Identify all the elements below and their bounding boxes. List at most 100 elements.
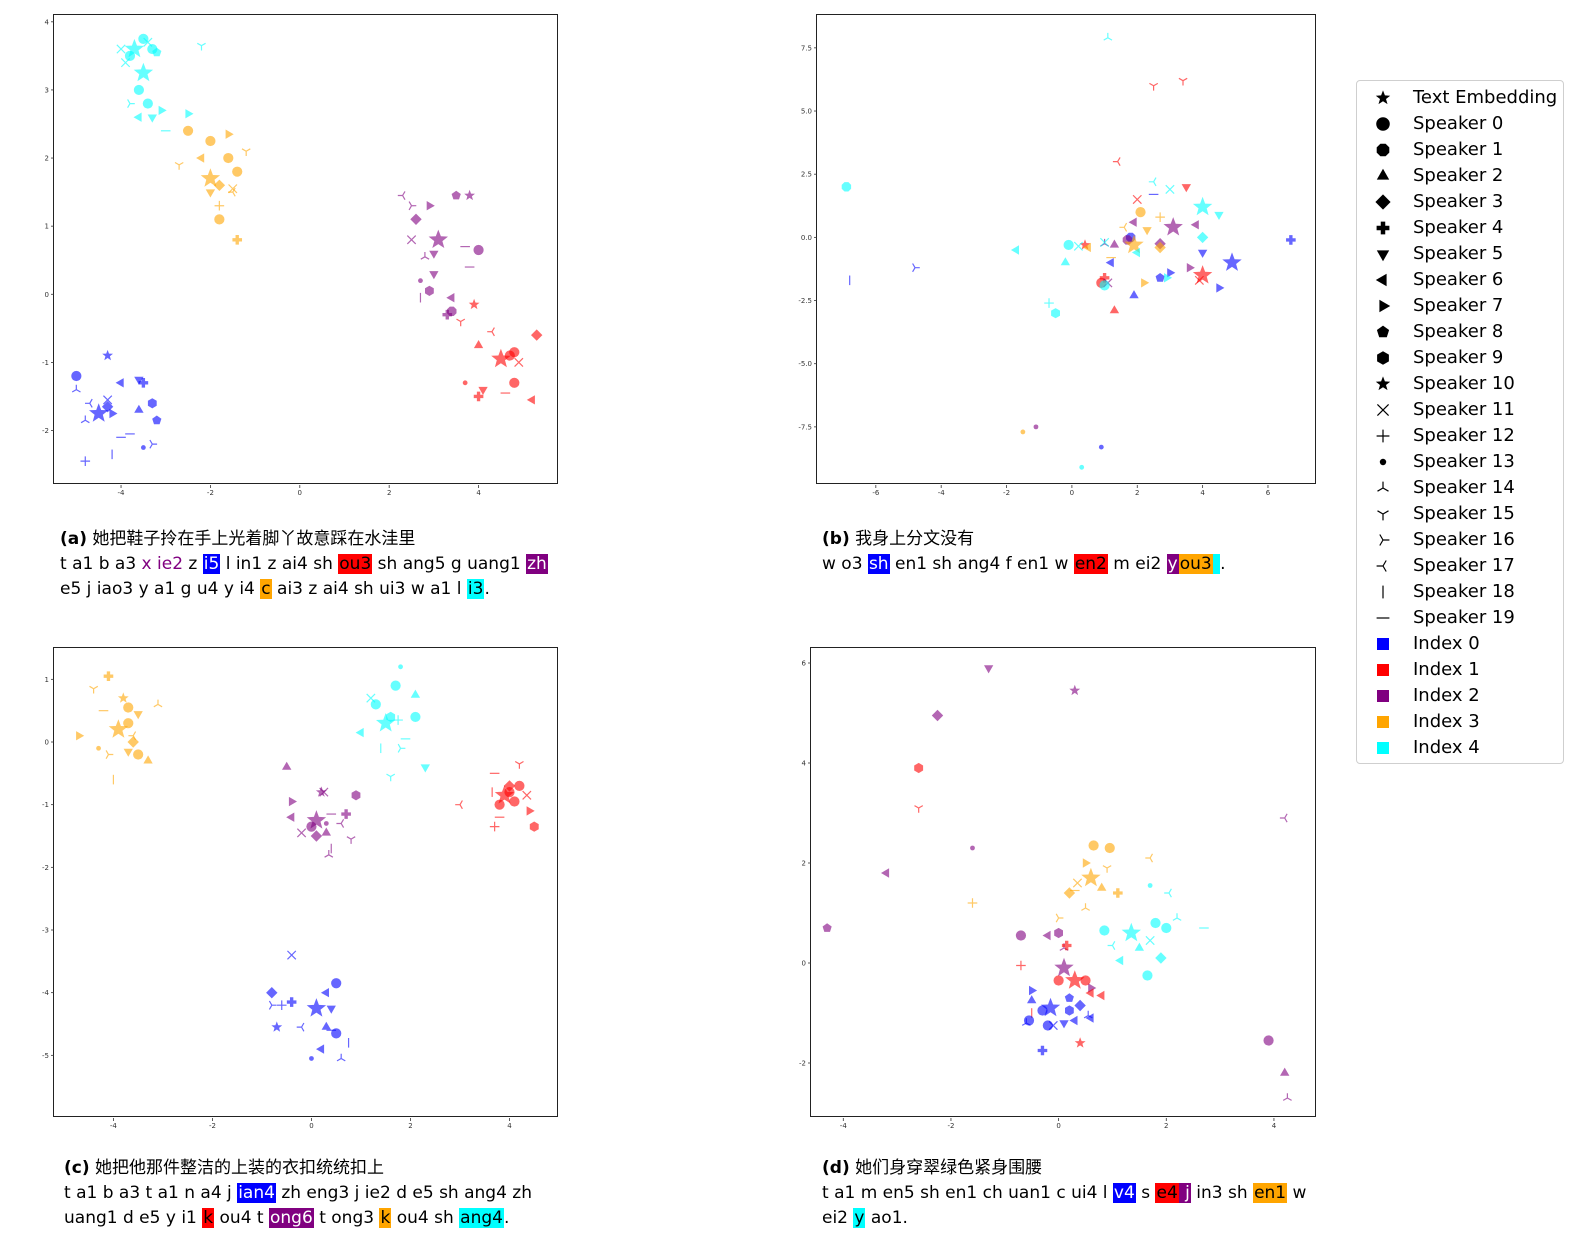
point-index-4-tri-left bbox=[127, 99, 135, 108]
point-index-3-circle bbox=[1104, 842, 1115, 854]
caption-sentence: 她把他那件整洁的上装的衣扣统统扣上 bbox=[89, 1158, 385, 1178]
legend-marker-hexagon-icon bbox=[1377, 351, 1389, 365]
point-index-0-tri-down bbox=[80, 415, 90, 424]
point-index-0-triangle-right bbox=[1216, 283, 1225, 293]
point-index-3-triangle-down bbox=[133, 711, 143, 720]
point-index-3-triangle-right bbox=[76, 731, 85, 741]
caption-sentence: 我身上分文没有 bbox=[849, 529, 975, 549]
phoneme-line: ei2 y ao1. bbox=[822, 1206, 1342, 1231]
legend-item: Speaker 11 bbox=[1357, 397, 1563, 423]
legend-marker-triangle-left-icon bbox=[1375, 273, 1387, 287]
legend-label: Index 3 bbox=[1413, 711, 1480, 732]
y-tick-label: -2 bbox=[42, 427, 49, 435]
point-index-4-triangle-right bbox=[158, 105, 167, 115]
point-index-4-tri-right bbox=[1107, 941, 1116, 950]
point-index-3-small-star bbox=[117, 692, 129, 703]
legend-label: Speaker 14 bbox=[1413, 477, 1515, 498]
legend-marker-square-icon bbox=[1377, 716, 1389, 728]
point-index-4-tri-up bbox=[386, 773, 396, 782]
point-index-1-plus bbox=[1016, 960, 1026, 971]
y-tick-label: -2.5 bbox=[798, 297, 812, 305]
point-index-3-tri-left bbox=[105, 750, 114, 759]
point-index-0-point bbox=[1098, 444, 1104, 450]
point-index-2-triangle-down bbox=[429, 250, 439, 259]
point-index-0-tri-down bbox=[1083, 1010, 1093, 1019]
legend-item: Speaker 16 bbox=[1357, 527, 1563, 553]
point-index-0-diamond bbox=[266, 987, 278, 999]
legend-marker-star-icon bbox=[1375, 90, 1391, 105]
point-index-0-triangle-down bbox=[134, 376, 144, 385]
legend-marker-square-icon bbox=[1377, 742, 1389, 754]
point-index-3-circle bbox=[123, 718, 134, 729]
point-index-4-diamond bbox=[1196, 231, 1209, 244]
legend-marker-triangle-right-icon bbox=[1379, 299, 1391, 313]
point-index-1-circle bbox=[1080, 975, 1091, 986]
point-index-0-star bbox=[1040, 997, 1061, 1017]
point-index-2-triangle-up bbox=[282, 761, 292, 770]
point-index-3-circle bbox=[1135, 206, 1146, 218]
point-index-4-circle bbox=[138, 33, 149, 44]
caption-d: (d) 她们身穿翠绿色紧身围腰 t a1 m en5 sh en1 ch uan1… bbox=[822, 1156, 1342, 1231]
phoneme-text: w o3 bbox=[822, 554, 868, 574]
point-index-2-triangle-left bbox=[286, 812, 295, 822]
point-index-2-triangle-down bbox=[984, 665, 994, 674]
legend-marker-pentagon-icon bbox=[1376, 325, 1390, 338]
point-index-1-tri-up bbox=[1149, 82, 1159, 91]
point-index-1-plus-filled bbox=[1061, 940, 1072, 951]
panel-c-plot: -4 -2 0 2 4 -5 -4 -3 -2 -1 0 1 bbox=[42, 647, 558, 1130]
point-index-2-triangle-left bbox=[1128, 217, 1137, 227]
point-index-1-x bbox=[514, 357, 524, 368]
legend-item: Speaker 0 bbox=[1357, 111, 1563, 137]
x-tick-label: 4 bbox=[476, 489, 481, 497]
point-index-3-triangle-down bbox=[205, 189, 216, 198]
y-tick-label: -4 bbox=[42, 989, 50, 997]
point-index-3-triangle-up bbox=[143, 755, 153, 764]
legend-marker-circle-icon bbox=[1376, 117, 1390, 131]
point-index-4-x bbox=[1099, 237, 1110, 248]
legend-label: Index 1 bbox=[1413, 659, 1480, 680]
phoneme-text: . bbox=[503, 1208, 510, 1228]
point-index-1-x bbox=[1194, 275, 1204, 285]
y-tick-label: -1 bbox=[42, 801, 49, 809]
point-index-4-triangle-up bbox=[410, 689, 421, 698]
point-index-0-triangle-down bbox=[1059, 1020, 1069, 1029]
phoneme-text: w bbox=[1287, 1183, 1307, 1203]
point-index-4-triangle-down bbox=[147, 114, 157, 123]
legend-label: Speaker 6 bbox=[1413, 269, 1504, 290]
point-index-1-triangle-down bbox=[478, 386, 488, 395]
point-index-4-tri-down bbox=[1103, 32, 1113, 41]
point-index-0-x bbox=[287, 950, 297, 960]
phoneme-line: t a1 m en5 sh en1 ch uan1 c ui4 l v4 s e… bbox=[822, 1181, 1342, 1206]
point-index-0-triangle-up bbox=[1129, 290, 1139, 299]
y-tick-label: -7.5 bbox=[798, 423, 812, 431]
point-index-2-x bbox=[296, 828, 307, 838]
point-index-0-plus-filled bbox=[286, 997, 297, 1007]
caption-label: (b) bbox=[822, 529, 850, 549]
point-index-4-triangle-down bbox=[420, 764, 430, 773]
legend-label: Index 0 bbox=[1413, 633, 1480, 654]
caption-label: (a) bbox=[60, 529, 88, 549]
scatter-d: -4 -2 0 2 4 -2 0 2 4 6 bbox=[799, 660, 1292, 1130]
point-index-1-triangle-left bbox=[1096, 990, 1105, 1001]
y-tick-label: 0 bbox=[45, 739, 49, 747]
legend-item: Index 1 bbox=[1357, 657, 1563, 683]
phoneme-text: ei2 bbox=[822, 1208, 854, 1228]
point-index-4-point bbox=[398, 664, 403, 670]
phoneme-text: t ong3 bbox=[313, 1208, 380, 1228]
point-index-2-star bbox=[1163, 217, 1183, 236]
point-index-0-point bbox=[140, 445, 146, 450]
point-index-1-triangle-up bbox=[1109, 305, 1120, 314]
legend-marker-plus-icon bbox=[1376, 429, 1390, 443]
panel-a-plot: -4 -2 0 2 4 -2 -1 0 1 2 3 4 bbox=[42, 14, 558, 497]
point-index-2-triangle-left bbox=[446, 293, 455, 303]
point-index-1-circle bbox=[514, 780, 525, 791]
phoneme-text: t a1 b a3 t a1 n a4 j bbox=[64, 1183, 238, 1203]
point-index-0-triangle-down bbox=[1197, 249, 1208, 258]
point-index-0-circle bbox=[1042, 1020, 1053, 1031]
point-index-4-circle bbox=[1099, 280, 1110, 291]
point-index-1-tri-right bbox=[455, 800, 463, 810]
phoneme-text: s bbox=[1135, 1183, 1156, 1203]
point-index-3-circle bbox=[1088, 840, 1099, 851]
point-index-3-star bbox=[200, 168, 221, 187]
point-index-3-circle bbox=[232, 166, 243, 177]
